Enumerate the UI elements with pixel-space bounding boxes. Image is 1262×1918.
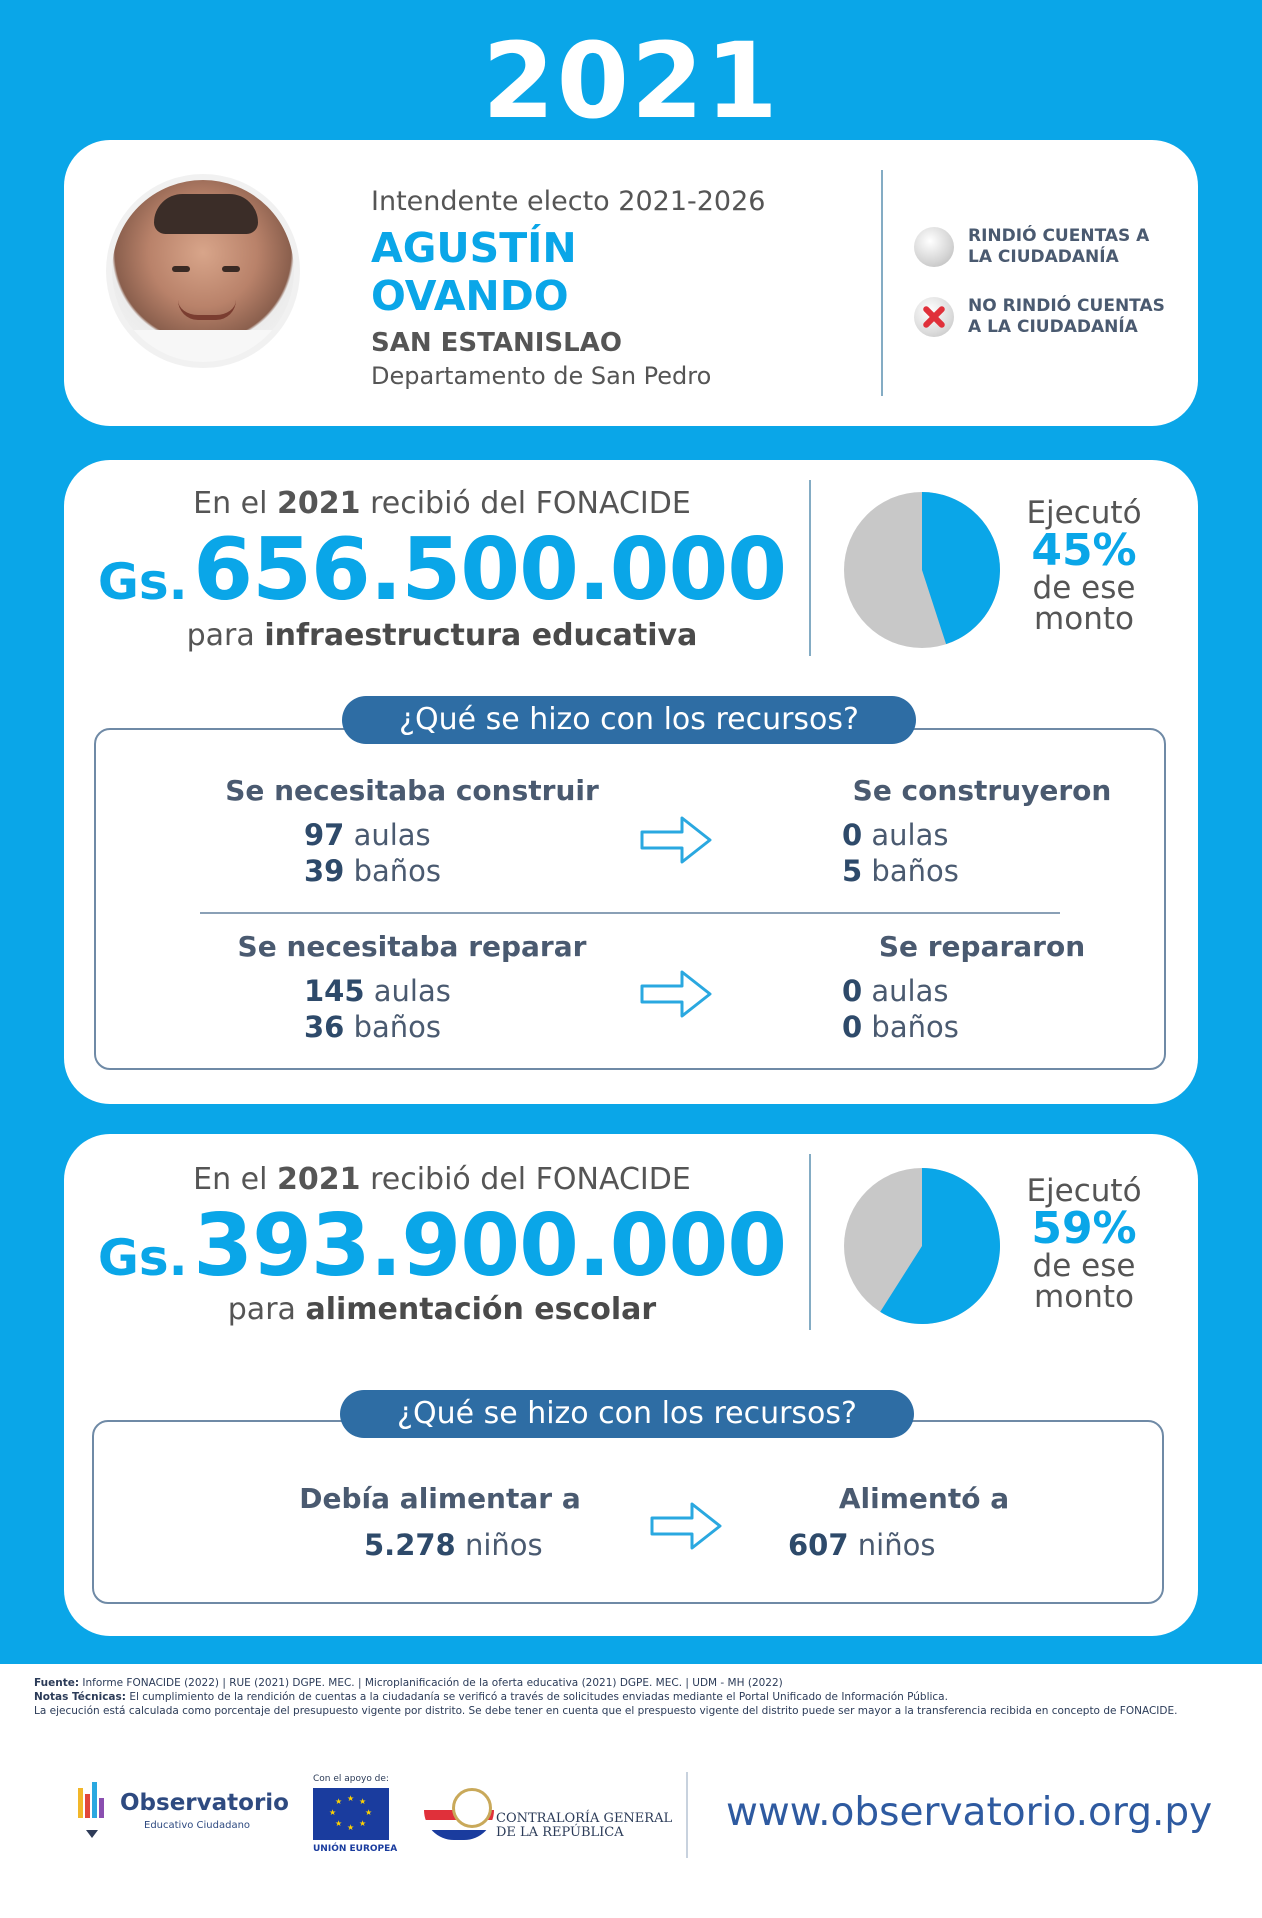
year-title: 2021: [482, 20, 780, 142]
cgr-name: CONTRALORÍA GENERAL DE LA REPÚBLICA: [496, 1811, 673, 1840]
source-note: Fuente: Informe FONACIDE (2022) | RUE (2…: [34, 1677, 783, 1689]
infra-executed: Ejecutó 45% de ese monto: [1009, 498, 1159, 635]
website-url[interactable]: www.observatorio.org.py: [726, 1790, 1213, 1835]
official-role: Intendente electo 2021-2026: [371, 186, 766, 217]
food-purpose: para alimentación escolar: [227, 1292, 657, 1327]
infrastructure-card: En el 2021 recibió del FONACIDE Gs. 656.…: [64, 460, 1198, 1104]
need-build-title: Se necesitaba construir: [225, 774, 599, 807]
food-card: En el 2021 recibió del FONACIDE Gs. 393.…: [64, 1134, 1198, 1636]
legend-rendered-label: RINDIÓ CUENTAS A LA CIUDADANÍA: [968, 226, 1150, 267]
need-build-classrooms: 97 aulas: [304, 818, 431, 852]
observatorio-triangle-icon: [86, 1830, 98, 1838]
repaired-classrooms: 0 aulas: [842, 974, 949, 1008]
footnotes: Fuente: Informe FONACIDE (2022) | RUE (2…: [34, 1676, 1234, 1718]
food-executed-pct: 59%: [1031, 1203, 1137, 1254]
cgr-seal-icon: [452, 1788, 492, 1828]
infra-received-line: En el 2021 recibió del FONACIDE: [193, 486, 691, 521]
pie-executed-slice: [880, 1168, 1000, 1324]
official-name-line2: OVANDO: [371, 272, 569, 320]
need-build-bathrooms: 39 baños: [304, 854, 441, 888]
blue-background: 2021 Intendente electo 2021-2026 AGUSTÍN…: [0, 0, 1262, 1664]
right-arrow-icon: [640, 970, 712, 1018]
eu-label: UNIÓN EUROPEA: [313, 1844, 398, 1854]
legend-rendered: RINDIÓ CUENTAS A LA CIUDADANÍA: [914, 226, 1178, 268]
fed-title: Alimentó a: [838, 1482, 1010, 1515]
official-card: Intendente electo 2021-2026 AGUSTÍN OVAN…: [64, 140, 1198, 426]
need-repair-title: Se necesitaba reparar: [237, 930, 587, 963]
official-name: AGUSTÍN OVANDO: [371, 224, 577, 320]
official-city: SAN ESTANISLAO: [371, 328, 622, 358]
food-question-pill: ¿Qué se hizo con los recursos?: [340, 1390, 914, 1438]
built-classrooms: 0 aulas: [842, 818, 949, 852]
legend-not-rendered: NO RINDIÓ CUENTAS A LA CIUDADANÍA: [914, 296, 1178, 338]
pie-executed-slice: [922, 492, 1000, 645]
technical-note-2: La ejecución está calculada como porcent…: [34, 1705, 1178, 1717]
eu-support-label: Con el apoyo de:: [313, 1774, 389, 1784]
should-feed-count: 5.278 niños: [364, 1528, 543, 1562]
official-department: Departamento de San Pedro: [371, 362, 712, 390]
food-executed: Ejecutó 59% de ese monto: [1009, 1176, 1159, 1313]
grey-circle-icon: [914, 227, 954, 267]
food-execution-pie: [844, 1168, 1000, 1324]
infra-question-pill: ¿Qué se hizo con los recursos?: [342, 696, 916, 744]
divider: [809, 480, 811, 656]
food-received-line: En el 2021 recibió del FONACIDE: [193, 1162, 691, 1197]
right-arrow-icon: [650, 1502, 722, 1550]
observatorio-subtitle: Educativo Ciudadano: [144, 1820, 251, 1831]
legend-not-rendered-label: NO RINDIÓ CUENTAS A LA CIUDADANÍA: [968, 296, 1165, 337]
built-bathrooms: 5 baños: [842, 854, 959, 888]
food-amount: Gs. 393.900.000: [97, 1196, 787, 1296]
observatorio-logo-icon: [78, 1782, 104, 1818]
infra-executed-pct: 45%: [1031, 525, 1137, 576]
divider: [881, 170, 883, 396]
need-repair-classrooms: 145 aulas: [304, 974, 451, 1008]
should-feed-title: Debía alimentar a: [299, 1482, 581, 1515]
infra-execution-pie: [844, 492, 1000, 648]
built-title: Se construyeron: [852, 774, 1112, 807]
divider: [200, 912, 1060, 914]
repaired-title: Se repararon: [878, 930, 1086, 963]
fed-count: 607 niños: [788, 1528, 936, 1562]
divider: [686, 1772, 688, 1858]
repaired-bathrooms: 0 baños: [842, 1010, 959, 1044]
observatorio-name: Observatorio: [120, 1790, 289, 1816]
red-x-icon: [914, 297, 954, 337]
right-arrow-icon: [640, 816, 712, 864]
divider: [809, 1154, 811, 1330]
infra-purpose: para infraestructura educativa: [186, 618, 698, 653]
infra-amount: Gs. 656.500.000: [97, 520, 787, 620]
need-repair-bathrooms: 36 baños: [304, 1010, 441, 1044]
technical-note: Notas Técnicas: El cumplimiento de la re…: [34, 1691, 948, 1703]
eu-flag-icon: ★ ★ ★ ★ ★ ★ ★ ★: [313, 1788, 389, 1840]
official-name-line1: AGUSTÍN: [371, 224, 577, 272]
official-photo: [106, 174, 300, 368]
